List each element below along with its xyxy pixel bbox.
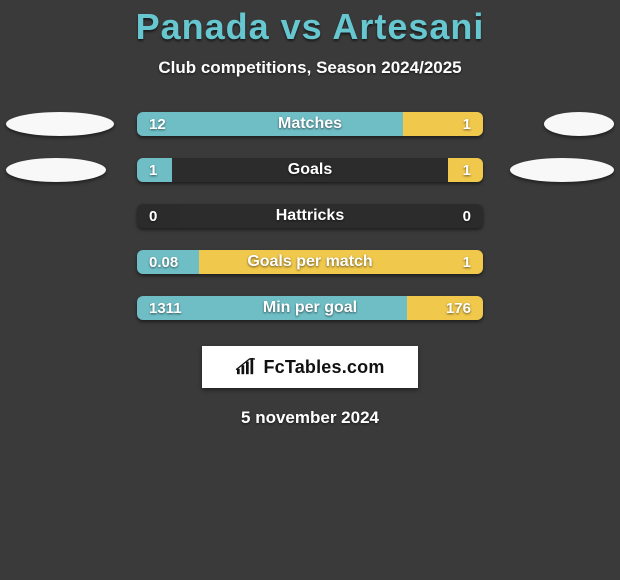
stat-bar: 1311 176 Min per goal [137, 296, 483, 320]
stat-row: 0.08 1 Goals per match [0, 250, 620, 274]
subtitle: Club competitions, Season 2024/2025 [0, 58, 620, 78]
stat-right-value: 0 [439, 204, 483, 228]
player1-oval [6, 112, 114, 136]
stat-rows: 12 1 Matches 1 1 Goals 0 0 Hattricks [0, 112, 620, 320]
page-title: Panada vs Artesani [0, 6, 620, 48]
brand-watermark[interactable]: FcTables.com [202, 346, 418, 388]
stat-bar: 12 1 Matches [137, 112, 483, 136]
stat-right-value: 176 [407, 296, 483, 320]
player2-oval [510, 158, 614, 182]
player1-oval [6, 158, 106, 182]
stat-left-value: 12 [137, 112, 403, 136]
stat-right-value: 1 [199, 250, 483, 274]
stat-neutral [172, 158, 449, 182]
stat-right-value: 1 [403, 112, 483, 136]
stat-row: 12 1 Matches [0, 112, 620, 136]
stat-left-value: 1 [137, 158, 172, 182]
brand-text: FcTables.com [263, 357, 384, 378]
comparison-infographic: Panada vs Artesani Club competitions, Se… [0, 0, 620, 580]
stat-left-value: 0 [137, 204, 181, 228]
bar-chart-icon [235, 358, 257, 376]
stat-neutral [181, 204, 439, 228]
stat-right-value: 1 [448, 158, 483, 182]
stat-row: 1311 176 Min per goal [0, 296, 620, 320]
stat-bar: 1 1 Goals [137, 158, 483, 182]
stat-bar: 0 0 Hattricks [137, 204, 483, 228]
stat-bar: 0.08 1 Goals per match [137, 250, 483, 274]
stat-left-value: 0.08 [137, 250, 199, 274]
player2-oval [544, 112, 614, 136]
stat-left-value: 1311 [137, 296, 407, 320]
stat-row: 0 0 Hattricks [0, 204, 620, 228]
infographic-date: 5 november 2024 [0, 408, 620, 428]
stat-row: 1 1 Goals [0, 158, 620, 182]
